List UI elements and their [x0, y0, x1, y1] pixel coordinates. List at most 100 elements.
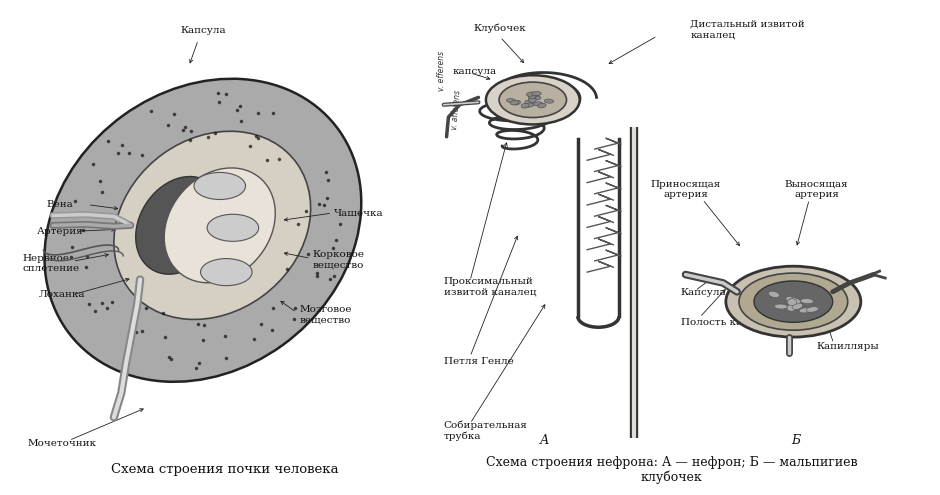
- Ellipse shape: [194, 172, 245, 199]
- Text: Приносящая
артерия: Приносящая артерия: [650, 180, 721, 199]
- Point: [322, 275, 337, 283]
- Point: [95, 299, 110, 307]
- Point: [93, 177, 108, 185]
- Circle shape: [739, 273, 848, 330]
- Point: [115, 141, 130, 149]
- Point: [319, 168, 334, 176]
- Text: капсула: капсула: [452, 67, 496, 76]
- Ellipse shape: [538, 103, 546, 108]
- Ellipse shape: [530, 92, 538, 97]
- Text: Полость капсулы: Полость капсулы: [681, 318, 775, 327]
- Point: [121, 149, 136, 157]
- Text: Нервное
сплетение: Нервное сплетение: [22, 253, 79, 273]
- Text: Петля Генле: Петля Генле: [444, 357, 513, 366]
- Point: [183, 136, 198, 144]
- Ellipse shape: [164, 168, 275, 283]
- Point: [81, 300, 96, 308]
- Text: Выносящая
артерия: Выносящая артерия: [785, 180, 849, 199]
- Point: [155, 309, 170, 317]
- Point: [144, 107, 159, 115]
- Ellipse shape: [521, 103, 529, 108]
- Text: Мочеточник: Мочеточник: [27, 439, 97, 448]
- Ellipse shape: [525, 100, 533, 105]
- Ellipse shape: [775, 304, 788, 309]
- Text: Вена: Вена: [46, 200, 73, 209]
- Ellipse shape: [135, 177, 223, 274]
- Point: [328, 236, 343, 244]
- Point: [212, 98, 227, 106]
- Ellipse shape: [528, 98, 536, 102]
- Point: [326, 272, 341, 280]
- Text: Лоханка: Лоханка: [39, 290, 86, 299]
- Point: [196, 336, 211, 344]
- Text: v. afferens: v. afferens: [449, 90, 462, 130]
- Point: [129, 328, 144, 336]
- Point: [321, 176, 336, 184]
- Point: [157, 333, 172, 341]
- Point: [265, 109, 280, 117]
- Ellipse shape: [532, 96, 541, 100]
- Ellipse shape: [787, 299, 799, 304]
- Point: [218, 354, 233, 362]
- Point: [265, 303, 280, 311]
- Ellipse shape: [512, 100, 521, 105]
- Ellipse shape: [526, 92, 535, 96]
- Point: [309, 272, 324, 280]
- Text: Схема строения нефрона: А — нефрон; Б — мальпигиев
клубочек: Схема строения нефрона: А — нефрон; Б — …: [486, 456, 857, 484]
- Ellipse shape: [510, 100, 519, 105]
- Point: [211, 89, 226, 97]
- Point: [134, 150, 149, 158]
- Point: [191, 359, 206, 367]
- Text: Артерия: Артерия: [37, 227, 84, 236]
- Point: [287, 315, 302, 323]
- Point: [86, 160, 101, 168]
- Point: [164, 355, 179, 363]
- Text: Чашечка: Чашечка: [334, 208, 384, 217]
- Point: [100, 304, 115, 312]
- Circle shape: [726, 266, 861, 337]
- Point: [75, 226, 90, 234]
- Point: [79, 252, 94, 260]
- Ellipse shape: [786, 297, 797, 302]
- Point: [218, 90, 233, 98]
- Text: Капилляры: Капилляры: [817, 343, 880, 351]
- Text: v. efferens: v. efferens: [437, 51, 446, 91]
- Ellipse shape: [528, 92, 537, 97]
- Ellipse shape: [528, 97, 536, 102]
- Point: [78, 263, 93, 271]
- Text: А: А: [540, 434, 550, 447]
- Point: [280, 265, 295, 273]
- Text: Дистальный извитой
каналец: Дистальный извитой каналец: [690, 20, 805, 39]
- Ellipse shape: [790, 297, 801, 304]
- Point: [259, 156, 274, 164]
- Point: [326, 244, 341, 252]
- Point: [183, 127, 198, 135]
- Point: [311, 200, 326, 208]
- Ellipse shape: [788, 298, 797, 305]
- Point: [288, 304, 303, 312]
- Point: [251, 109, 266, 117]
- Point: [319, 195, 334, 202]
- Point: [333, 220, 348, 228]
- Point: [217, 332, 232, 340]
- Point: [264, 326, 279, 334]
- Point: [162, 352, 177, 360]
- Point: [188, 364, 203, 372]
- Point: [272, 155, 287, 163]
- Text: Корковое
вещество: Корковое вещество: [312, 250, 365, 269]
- Point: [64, 253, 79, 261]
- Point: [243, 143, 258, 150]
- Text: Собирательная
трубка: Собирательная трубка: [444, 420, 527, 441]
- Point: [111, 148, 126, 156]
- Text: Капсула: Капсула: [681, 288, 727, 297]
- Point: [200, 134, 215, 142]
- Text: Мозговое
вещество: Мозговое вещество: [300, 305, 352, 325]
- Text: Проксимальный
извитой каналец: Проксимальный извитой каналец: [444, 277, 536, 297]
- Point: [166, 109, 181, 117]
- Ellipse shape: [114, 131, 310, 319]
- Point: [175, 127, 190, 135]
- Ellipse shape: [787, 304, 796, 311]
- Ellipse shape: [532, 92, 541, 96]
- Ellipse shape: [486, 75, 580, 124]
- Ellipse shape: [799, 308, 812, 313]
